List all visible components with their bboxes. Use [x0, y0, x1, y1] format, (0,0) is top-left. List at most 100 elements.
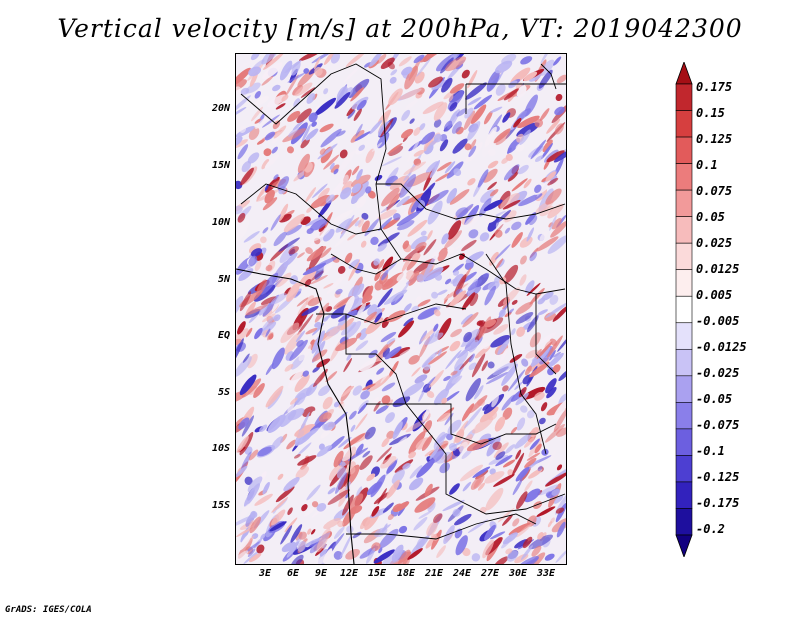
velocity-patch	[236, 527, 253, 538]
velocity-patch	[330, 533, 345, 551]
velocity-patch	[430, 448, 445, 464]
velocity-patch	[515, 466, 530, 482]
velocity-patch	[254, 327, 263, 340]
velocity-patch	[236, 79, 247, 92]
velocity-patch	[459, 464, 484, 482]
velocity-patch	[534, 118, 543, 128]
velocity-patch	[256, 544, 265, 554]
velocity-patch	[516, 326, 526, 337]
velocity-patch	[468, 353, 475, 363]
velocity-patch	[260, 236, 267, 244]
velocity-patch	[556, 521, 566, 538]
velocity-patch	[429, 446, 440, 460]
velocity-patch	[236, 205, 243, 215]
velocity-patch	[546, 335, 563, 358]
velocity-patch	[444, 161, 456, 174]
velocity-patch	[541, 291, 554, 301]
velocity-patch	[540, 54, 552, 64]
velocity-patch	[359, 455, 373, 470]
velocity-patch	[333, 168, 339, 175]
velocity-patch	[442, 499, 465, 512]
velocity-patch	[319, 247, 332, 259]
velocity-patch	[447, 220, 462, 240]
velocity-patch	[389, 76, 397, 84]
velocity-patch	[537, 532, 544, 540]
velocity-patch	[518, 386, 527, 398]
velocity-patch	[239, 126, 247, 133]
velocity-patch	[289, 339, 308, 361]
colorbar-label: 0.15	[696, 106, 725, 120]
lon-label: 18E	[396, 568, 416, 579]
velocity-patch	[349, 493, 364, 511]
velocity-patch	[402, 240, 410, 250]
velocity-patch	[477, 482, 486, 491]
velocity-patch	[314, 97, 337, 116]
velocity-patch	[273, 231, 287, 247]
colorbar-swatch	[675, 375, 693, 403]
velocity-patch	[380, 455, 397, 469]
velocity-patch	[386, 430, 395, 440]
velocity-patch	[399, 173, 416, 198]
velocity-patch	[437, 412, 451, 422]
colorbar-swatch	[675, 402, 693, 430]
velocity-patch	[351, 165, 360, 176]
lon-label: 6E	[286, 568, 300, 579]
velocity-patch	[553, 351, 562, 358]
velocity-patch	[549, 350, 556, 361]
velocity-patch	[381, 269, 389, 281]
velocity-patch	[253, 382, 265, 399]
velocity-patch	[449, 340, 461, 352]
velocity-patch	[387, 143, 403, 155]
velocity-patch	[236, 107, 247, 118]
velocity-patch	[493, 474, 515, 487]
velocity-patch	[284, 363, 294, 372]
velocity-patch	[539, 205, 554, 217]
lon-label: 30E	[508, 568, 528, 579]
velocity-patch	[318, 385, 331, 397]
velocity-patch	[494, 60, 513, 74]
velocity-patch	[455, 535, 468, 556]
colorbar-label: 0.175	[696, 80, 733, 94]
border-path	[330, 253, 402, 275]
velocity-patch	[409, 118, 415, 124]
velocity-patch	[553, 408, 566, 433]
velocity-patch	[507, 369, 526, 392]
velocity-patch	[337, 520, 344, 528]
velocity-patch	[418, 389, 426, 402]
velocity-patch	[310, 274, 328, 285]
velocity-patch	[541, 143, 553, 160]
lon-label: 24E	[452, 568, 472, 579]
velocity-patch	[511, 231, 523, 248]
velocity-patch	[236, 550, 249, 564]
velocity-patch	[259, 424, 268, 433]
velocity-patch	[330, 164, 340, 173]
velocity-patch	[286, 282, 300, 302]
velocity-patch	[283, 213, 305, 233]
velocity-patch	[554, 123, 564, 135]
velocity-patch	[511, 452, 525, 477]
velocity-patch	[236, 338, 242, 347]
colorbar-label: 0.05	[696, 210, 725, 224]
velocity-patch	[487, 160, 499, 169]
velocity-patch	[359, 359, 376, 372]
velocity-patch	[523, 437, 535, 448]
velocity-patch	[435, 172, 452, 182]
velocity-patch	[450, 328, 462, 338]
velocity-patch	[474, 385, 484, 400]
velocity-patch	[317, 187, 330, 200]
velocity-patch	[311, 54, 334, 64]
velocity-patch	[522, 536, 533, 549]
velocity-patch	[437, 289, 448, 296]
velocity-patch	[502, 199, 521, 210]
colorbar-label: 0.025	[696, 236, 733, 250]
velocity-patch	[348, 78, 370, 98]
velocity-patch	[248, 255, 258, 266]
velocity-patch	[329, 162, 335, 170]
velocity-patch	[509, 354, 523, 363]
velocity-patch	[285, 224, 302, 236]
velocity-patch	[494, 556, 509, 564]
velocity-patch	[275, 103, 286, 110]
velocity-patch	[367, 396, 379, 413]
velocity-patch	[295, 466, 310, 479]
velocity-patch	[287, 72, 305, 83]
